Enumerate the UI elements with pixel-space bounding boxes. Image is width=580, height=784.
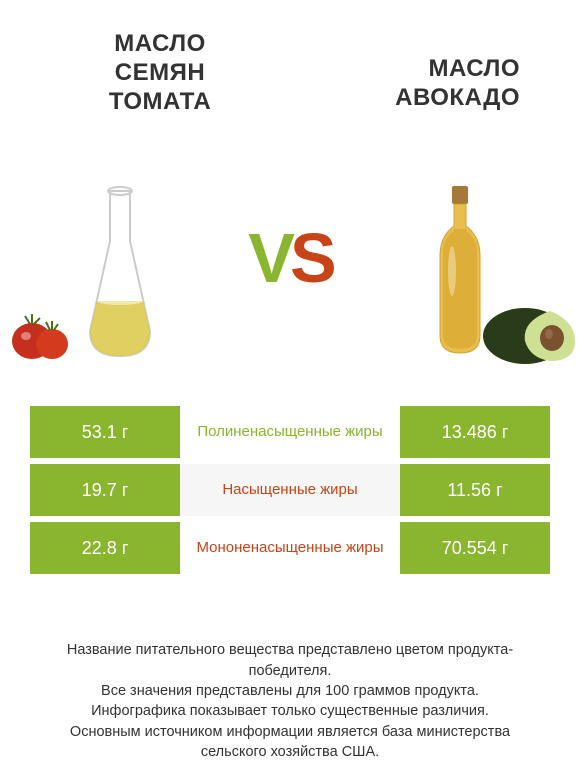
- comparison-table: 53.1 г Полиненасыщенные жиры 13.486 г 19…: [0, 406, 580, 574]
- title-right-l1: Масло: [320, 55, 520, 84]
- footer-l1: Название питательного вещества представл…: [40, 640, 540, 681]
- table-row: 19.7 г Насыщенные жиры 11.56 г: [30, 464, 550, 516]
- flask-icon: [80, 181, 160, 361]
- cell-left-value: 19.7 г: [30, 464, 180, 516]
- title-right-l2: авокадо: [320, 84, 520, 113]
- vs-s: S: [290, 219, 332, 297]
- title-left-l1: Масло: [60, 30, 260, 59]
- vs-v: V: [248, 219, 290, 297]
- tomato-icon: [10, 306, 70, 361]
- cell-label: Мононенасыщенные жиры: [180, 522, 400, 574]
- title-right: Масло авокадо: [320, 55, 520, 116]
- footer-l2: Все значения представлены для 100 граммо…: [40, 681, 540, 701]
- vs-label: VS: [248, 218, 331, 298]
- cell-label: Полиненасыщенные жиры: [180, 406, 400, 458]
- cell-left-value: 22.8 г: [30, 522, 180, 574]
- cell-left-value: 53.1 г: [30, 406, 180, 458]
- title-left: Масло семян томата: [60, 30, 260, 116]
- table-row: 53.1 г Полиненасыщенные жиры 13.486 г: [30, 406, 550, 458]
- cell-right-value: 13.486 г: [400, 406, 550, 458]
- title-left-l3: томата: [60, 88, 260, 117]
- footer-l3: Инфографика показывает только существенн…: [40, 701, 540, 721]
- footer-l4: Основным источником информации является …: [40, 722, 540, 763]
- header: Масло семян томата Масло авокадо: [0, 0, 580, 126]
- cell-right-value: 70.554 г: [400, 522, 550, 574]
- title-left-l2: семян: [60, 59, 260, 88]
- avocado-icon: [480, 296, 580, 366]
- footer-text: Название питательного вещества представл…: [0, 580, 580, 782]
- table-row: 22.8 г Мононенасыщенные жиры 70.554 г: [30, 522, 550, 574]
- image-row: VS: [0, 126, 580, 406]
- cell-right-value: 11.56 г: [400, 464, 550, 516]
- product-image-left: [40, 161, 200, 361]
- product-image-right: [380, 161, 540, 361]
- cell-label: Насыщенные жиры: [180, 464, 400, 516]
